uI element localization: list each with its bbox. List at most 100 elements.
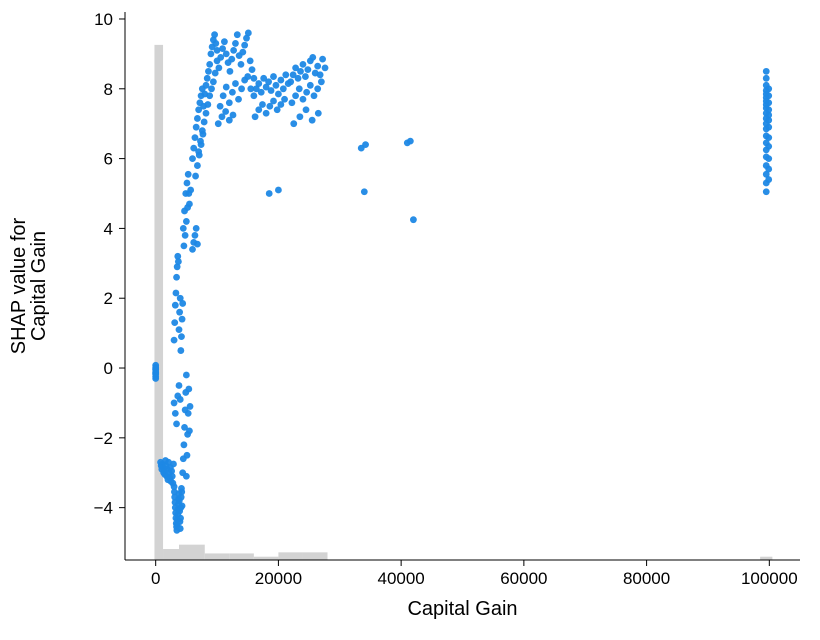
data-point (227, 68, 234, 75)
data-point (410, 216, 417, 223)
y-tick-label: 4 (104, 219, 113, 238)
data-point (277, 77, 284, 84)
x-tick-label: 60000 (500, 569, 547, 588)
data-point (296, 113, 303, 120)
data-point (210, 78, 217, 85)
data-point (282, 71, 289, 78)
data-point (244, 73, 251, 80)
data-point (273, 82, 280, 89)
histogram-bar (163, 549, 179, 560)
data-point (318, 78, 325, 85)
data-point (208, 85, 215, 92)
data-point (193, 124, 200, 131)
data-point (303, 89, 310, 96)
data-point (201, 119, 208, 126)
data-point (268, 87, 275, 94)
data-point (303, 106, 310, 113)
data-point (181, 242, 188, 249)
x-axis-label: Capital Gain (407, 598, 517, 620)
data-point (230, 47, 237, 54)
x-tick-label: 20000 (255, 569, 302, 588)
histogram-bar (179, 545, 205, 560)
data-point (765, 143, 772, 150)
data-point (362, 141, 369, 148)
data-point (265, 78, 272, 85)
data-point (241, 42, 248, 49)
data-point (172, 410, 179, 417)
data-point (177, 515, 184, 522)
data-point (217, 103, 224, 110)
data-point (194, 115, 201, 122)
data-point (173, 274, 180, 281)
data-point (319, 56, 326, 63)
data-point (171, 400, 178, 407)
data-point (179, 316, 186, 323)
data-point (228, 56, 235, 63)
data-point (183, 218, 190, 225)
data-point (234, 31, 241, 38)
data-point (177, 347, 184, 354)
x-tick-label: 100000 (741, 569, 798, 588)
data-point (178, 489, 185, 496)
data-point (307, 82, 314, 89)
data-point (250, 92, 257, 99)
data-point (204, 101, 211, 108)
histogram-bar (303, 552, 328, 560)
data-point (192, 232, 199, 239)
y-tick-label: −2 (94, 429, 113, 448)
data-point (266, 190, 273, 197)
data-point (292, 92, 299, 99)
data-point (302, 73, 309, 80)
data-point (315, 110, 322, 117)
data-point (178, 333, 185, 340)
histogram-bar (154, 45, 163, 560)
data-point (208, 50, 215, 57)
data-point (180, 225, 187, 232)
x-tick-label: 80000 (623, 569, 670, 588)
data-point (204, 75, 211, 82)
data-point (255, 80, 262, 87)
data-point (179, 300, 186, 307)
data-point (289, 99, 296, 106)
data-point (194, 162, 201, 169)
data-point (183, 473, 190, 480)
data-point (221, 38, 228, 45)
data-point (296, 85, 303, 92)
data-point (765, 106, 772, 113)
data-point (169, 473, 176, 480)
data-point (317, 71, 324, 78)
data-point (309, 117, 316, 124)
data-point (223, 84, 230, 91)
data-point (235, 96, 242, 103)
data-point (185, 190, 192, 197)
y-tick-label: 8 (104, 80, 113, 99)
data-point (172, 302, 179, 309)
data-point (171, 337, 178, 344)
data-point (407, 138, 414, 145)
data-point (196, 152, 203, 159)
y-tick-label: 2 (104, 289, 113, 308)
data-point (765, 85, 772, 92)
data-point (765, 92, 772, 99)
data-point (247, 57, 254, 64)
data-point (215, 64, 222, 71)
data-point (226, 99, 233, 106)
data-point (765, 176, 772, 183)
y-axis-label: SHAP value forCapital Gain (8, 217, 50, 354)
data-point (263, 110, 270, 117)
data-point (192, 173, 199, 180)
data-point (763, 68, 770, 75)
data-point (304, 66, 311, 73)
data-point (184, 204, 191, 211)
data-point (198, 141, 205, 148)
data-point (186, 427, 193, 434)
data-point (187, 403, 194, 410)
data-point (185, 410, 192, 417)
data-point (194, 241, 201, 248)
data-point (239, 49, 246, 56)
data-point (232, 80, 239, 87)
data-point (203, 110, 210, 117)
data-point (177, 396, 184, 403)
data-point (300, 61, 307, 68)
data-point (200, 131, 207, 138)
